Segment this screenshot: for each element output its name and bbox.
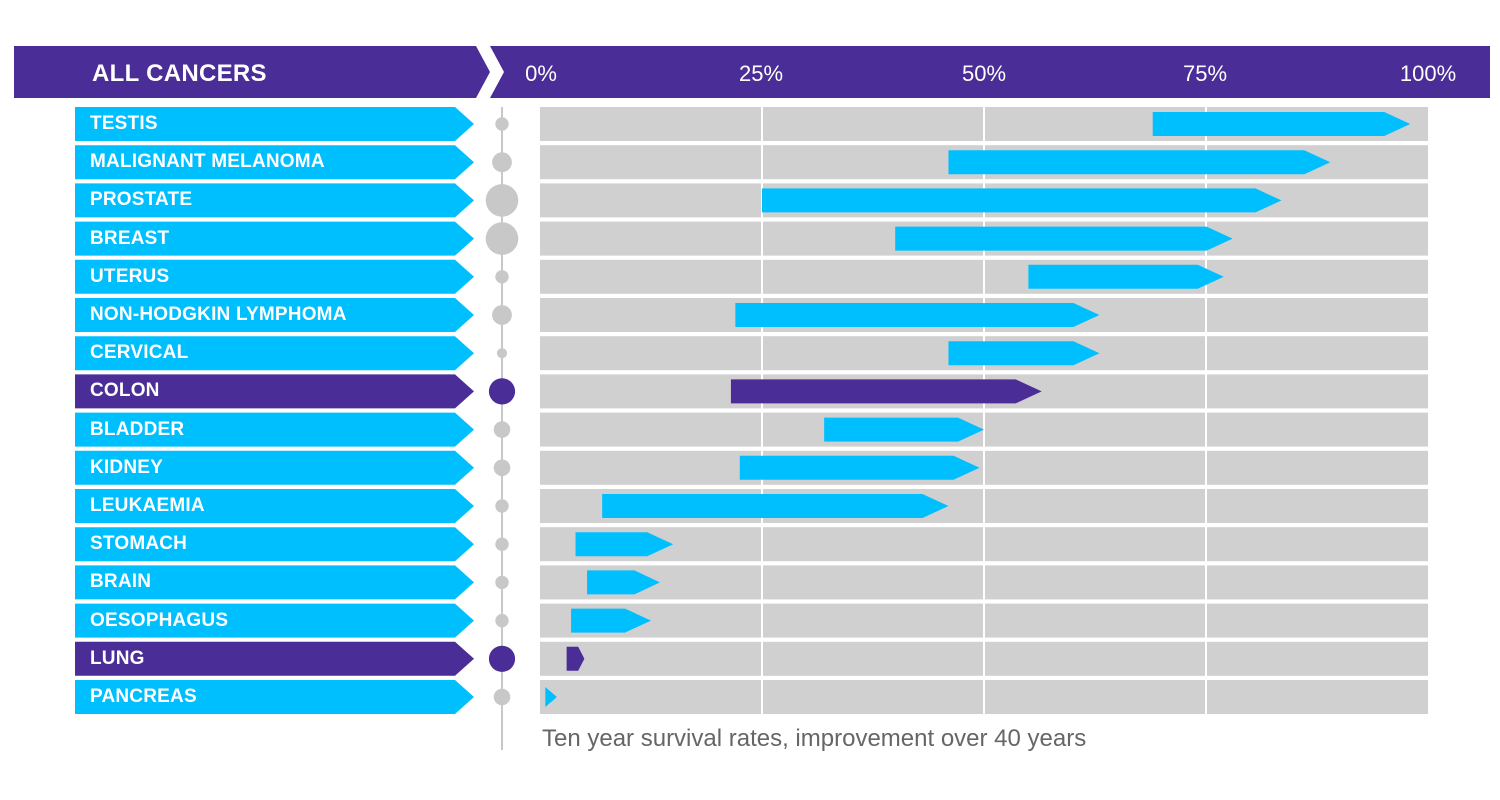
incidence-dot	[488, 645, 516, 672]
incidence-dot	[485, 184, 519, 217]
incidence-dot	[493, 688, 511, 706]
category-label: BREAST	[90, 227, 170, 249]
survival-arrow	[824, 417, 984, 442]
category-label: KIDNEY	[90, 456, 163, 478]
survival-arrow	[762, 188, 1282, 213]
survival-arrow	[1028, 264, 1224, 289]
survival-arrow	[948, 341, 1100, 366]
survival-arrow	[948, 150, 1331, 175]
category-label: BLADDER	[90, 418, 185, 440]
category-label: CERVICAL	[90, 342, 189, 364]
x-tick-label-0: 0%	[525, 61, 557, 86]
category-label-bg	[75, 336, 474, 371]
category-label: LEUKAEMIA	[90, 495, 205, 516]
incidence-dot	[492, 305, 512, 325]
header-chevron-icon	[476, 46, 504, 98]
category-label-bg	[75, 298, 474, 332]
survival-arrow	[566, 646, 585, 671]
incidence-dot	[488, 378, 516, 405]
incidence-dot	[495, 613, 509, 628]
category-label: STOMACH	[90, 533, 188, 555]
category-label-bg	[75, 489, 474, 523]
chart-caption: Ten year survival rates, improvement ove…	[542, 725, 1087, 752]
survival-arrow	[571, 608, 651, 633]
category-label-bg	[75, 145, 474, 180]
chart-header-bar	[14, 46, 1490, 98]
category-label: NON-HODGKIN LYMPHOMA	[90, 304, 347, 325]
category-label: OESOPHAGUS	[90, 609, 229, 631]
incidence-dot	[493, 459, 511, 477]
x-tick-label-25: 25%	[738, 61, 784, 86]
incidence-dot	[495, 270, 509, 284]
survival-arrow	[730, 379, 1042, 404]
category-label: LUNG	[90, 647, 145, 669]
category-label-bg	[75, 107, 474, 141]
incidence-dot	[492, 152, 512, 173]
incidence-dot	[485, 222, 519, 255]
incidence-dot	[495, 537, 509, 551]
incidence-dot	[493, 421, 511, 438]
survival-arrow	[739, 455, 980, 480]
survival-arrow	[735, 303, 1100, 327]
x-tick-label-50: 50%	[961, 61, 1007, 86]
incidence-dot	[495, 575, 509, 590]
category-label-bg	[75, 412, 474, 447]
category-label-bg	[75, 183, 474, 218]
category-label-bg	[75, 680, 474, 714]
category-label: BRAIN	[90, 571, 152, 593]
x-tick-label-100: 100%	[1399, 61, 1457, 86]
incidence-dot	[496, 348, 508, 359]
category-label: MALIGNANT MELANOMA	[90, 151, 325, 173]
category-label: TESTIS	[90, 113, 158, 134]
category-label-bg	[75, 527, 474, 562]
category-label: COLON	[90, 380, 160, 402]
survival-arrow	[895, 226, 1233, 251]
category-label-bg	[75, 450, 474, 485]
category-label-bg	[75, 374, 474, 409]
category-label-bg	[75, 221, 474, 256]
category-label: PANCREAS	[90, 686, 197, 707]
category-label-bg	[75, 603, 474, 638]
category-label: PROSTATE	[90, 189, 193, 211]
category-label: UTERUS	[90, 265, 170, 287]
survival-arrow	[587, 570, 660, 595]
incidence-dot	[495, 499, 509, 513]
survival-arrow	[1152, 112, 1411, 136]
category-label-bg	[75, 565, 474, 600]
x-tick-label-75: 75%	[1182, 61, 1228, 86]
category-label-bg	[75, 259, 474, 294]
incidence-dot	[495, 117, 509, 131]
survival-arrow	[602, 494, 949, 518]
category-label-bg	[75, 641, 474, 676]
chart-title: ALL CANCERS	[92, 60, 267, 87]
survival-arrow	[575, 532, 674, 557]
survival-arrow	[545, 687, 557, 707]
